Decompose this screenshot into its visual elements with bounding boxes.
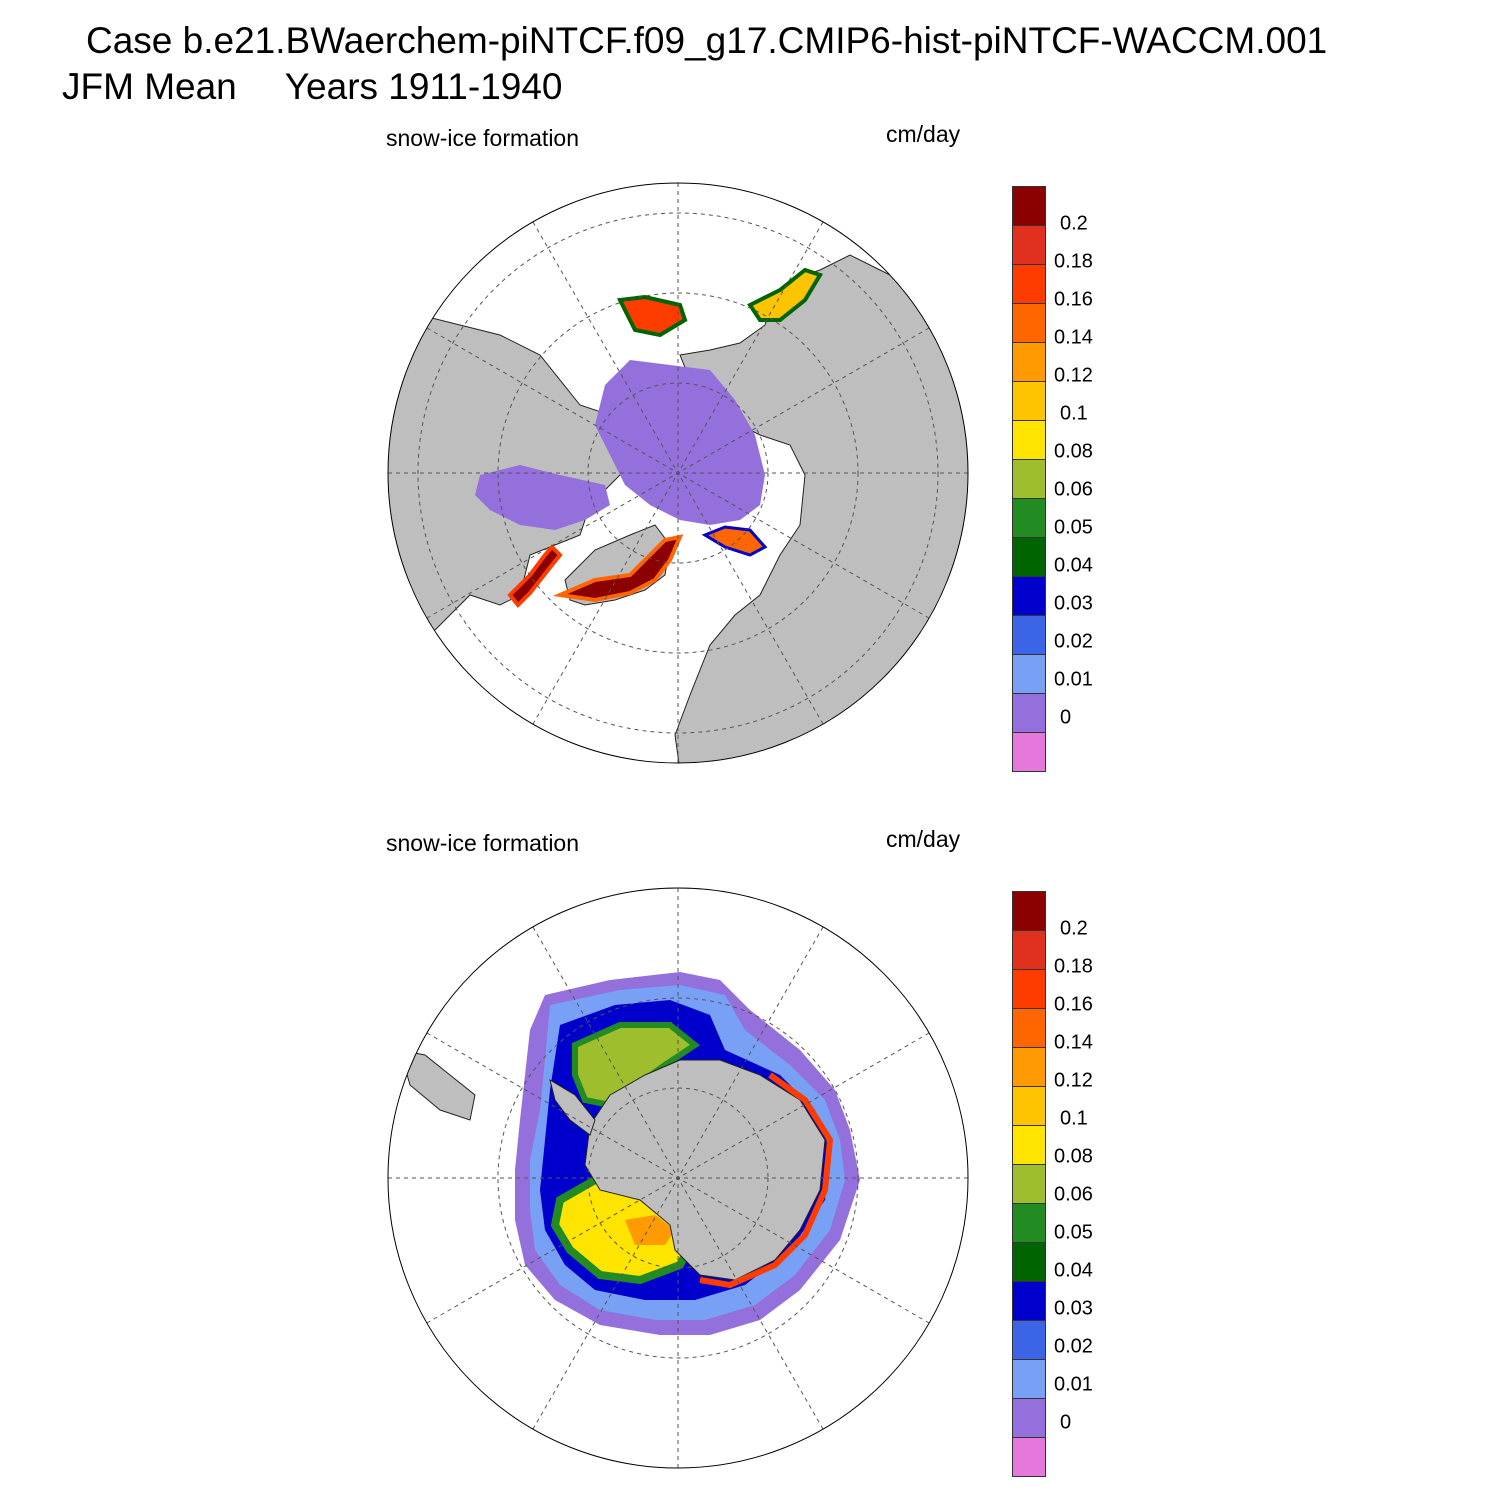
- south-america-landmass: [399, 1049, 476, 1121]
- north-colorbar-ticks: 0.2 0.18 0.16 0.14 0.12 0.1 0.08 0.06 0.05 0.04 0.…: [1054, 186, 1114, 756]
- north-colorbar-tick-label: 0.2: [1060, 212, 1088, 235]
- north-colorbar-swatch: [1012, 264, 1046, 303]
- north-hudson-bay-ice: [475, 465, 610, 530]
- south-colorbar-swatch: [1012, 1281, 1046, 1320]
- south-colorbar-swatch: [1012, 1242, 1046, 1281]
- figure-title: Case b.e21.BWaerchem-piNTCF.f09_g17.CMIP…: [86, 20, 1328, 61]
- north-colorbar-tick-label: 0.12: [1054, 364, 1093, 387]
- north-colorbar-swatch: [1012, 576, 1046, 615]
- north-colorbar-tick-label: 0: [1060, 706, 1072, 729]
- south-colorbar-swatch: [1012, 1437, 1046, 1477]
- south-colorbar-swatch: [1012, 1203, 1046, 1242]
- north-colorbar-tick-label: 0.03: [1054, 592, 1093, 615]
- south-antarctic-peninsula: [549, 1078, 596, 1136]
- south-colorbar-tick-label: 0.01: [1054, 1373, 1093, 1396]
- north-colorbar-swatch: [1012, 654, 1046, 693]
- north-colorbar-swatch: [1012, 381, 1046, 420]
- south-colorbar-tick-label: 0.08: [1054, 1145, 1093, 1168]
- north-colorbar-swatch: [1012, 459, 1046, 498]
- south-colorbar-swatch: [1012, 1320, 1046, 1359]
- south-colorbar-tick-label: 0.04: [1054, 1259, 1093, 1282]
- north-colorbar-swatch: [1012, 342, 1046, 381]
- north-colorbar-tick-label: 0.01: [1054, 668, 1093, 691]
- north-colorbar-swatch: [1012, 732, 1046, 772]
- south-colorbar-swatch: [1012, 1125, 1046, 1164]
- north-colorbar-tick-label: 0.16: [1054, 288, 1093, 311]
- north-colorbar-tick-label: 0.04: [1054, 554, 1093, 577]
- south-graticule: [388, 888, 968, 1468]
- south-colorbar-swatch: [1012, 1398, 1046, 1437]
- south-colorbar-tick-label: 0.2: [1060, 917, 1088, 940]
- north-colorbar-swatch: [1012, 225, 1046, 264]
- south-antarctica-landmass: [584, 1059, 826, 1281]
- south-colorbar-tick-label: 0.1: [1060, 1107, 1088, 1130]
- north-colorbar-swatch: [1012, 420, 1046, 459]
- north-colorbar-tick-label: 0.14: [1054, 326, 1093, 349]
- north-map-border: [387, 182, 969, 764]
- north-colorbar-swatch: [1012, 186, 1046, 225]
- figure-subtitle: JFM Mean Years 1911-1940: [62, 66, 563, 108]
- south-colorbar-swatch: [1012, 1008, 1046, 1047]
- years-label: Years 1911-1940: [284, 66, 563, 107]
- south-colorbar-swatch: [1012, 1047, 1046, 1086]
- north-labrador-sea-high: [507, 544, 563, 608]
- north-bering-sea-band: [616, 294, 688, 338]
- north-colorbar-swatch: [1012, 537, 1046, 576]
- season-label: JFM Mean: [62, 66, 237, 107]
- north-colorbar-tick-label: 0.06: [1054, 478, 1093, 501]
- south-colorbar-swatch: [1012, 1086, 1046, 1125]
- north-colorbar-tick-label: 0.1: [1060, 402, 1088, 425]
- south-colorbar-swatch: [1012, 1164, 1046, 1203]
- panel-north-units-label: cm/day: [886, 121, 961, 147]
- south-colorbar-swatch: [1012, 969, 1046, 1008]
- north-arctic-basin-ice: [595, 360, 765, 525]
- north-colorbar-tick-label: 0.05: [1054, 516, 1093, 539]
- south-polar-map: [387, 887, 969, 1469]
- north-colorbar-swatch: [1012, 498, 1046, 537]
- north-barents-sea-band: [701, 525, 768, 557]
- south-colorbar-tick-label: 0.06: [1054, 1183, 1093, 1206]
- south-colorbar-tick-label: 0.05: [1054, 1221, 1093, 1244]
- south-colorbar-tick-label: 0.14: [1054, 1031, 1093, 1054]
- south-colorbar-tick-label: 0.02: [1054, 1335, 1093, 1358]
- north-colorbar-swatch: [1012, 693, 1046, 732]
- north-polar-map: [387, 182, 969, 764]
- south-colorbar-ticks: 0.2 0.18 0.16 0.14 0.12 0.1 0.08 0.06 0.05 0.04 0.…: [1054, 891, 1114, 1461]
- south-colorbar-swatch: [1012, 930, 1046, 969]
- north-colorbar-tick-label: 0.02: [1054, 630, 1093, 653]
- north-graticule: [388, 183, 968, 763]
- south-colorbar-tick-label: 0.12: [1054, 1069, 1093, 1092]
- south-ross-orange: [625, 1215, 675, 1245]
- panel-south-variable-label: snow-ice formation: [386, 830, 580, 856]
- panel-south-units-label: cm/day: [886, 826, 961, 852]
- south-colorbar-tick-label: 0.18: [1054, 955, 1093, 978]
- north-colorbar-swatch: [1012, 303, 1046, 342]
- north-colorbar-tick-label: 0.18: [1054, 250, 1093, 273]
- south-map-border: [387, 887, 969, 1469]
- south-colorbar-tick-label: 0.03: [1054, 1297, 1093, 1320]
- south-colorbar-swatch: [1012, 1359, 1046, 1398]
- north-colorbar-swatch: [1012, 615, 1046, 654]
- south-colorbar-tick-label: 0.16: [1054, 993, 1093, 1016]
- north-colorbar: [1012, 186, 1046, 772]
- south-colorbar-tick-label: 0: [1060, 1411, 1072, 1434]
- north-colorbar-tick-label: 0.08: [1054, 440, 1093, 463]
- south-colorbar-swatch: [1012, 891, 1046, 930]
- panel-north-variable-label: snow-ice formation: [386, 125, 580, 151]
- north-okhotsk-sea-band: [747, 267, 823, 322]
- south-colorbar: [1012, 891, 1046, 1477]
